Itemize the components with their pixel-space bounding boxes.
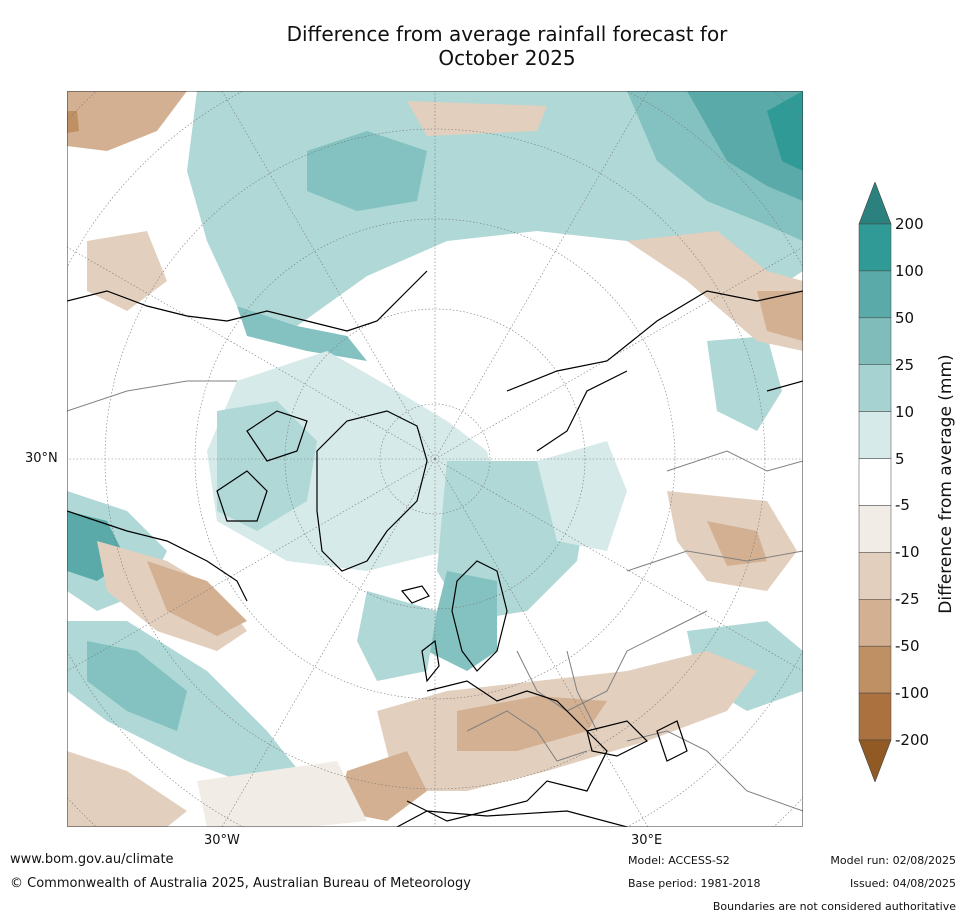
colorbar-tick-label: 50	[895, 308, 915, 327]
wet-region-siberia	[537, 441, 627, 551]
coast-greenland	[316, 410, 428, 572]
colorbar-bin	[858, 645, 892, 694]
wet-region-northeast-max	[767, 91, 803, 171]
wet-region-southwest-core	[87, 641, 187, 731]
colorbar-tick-label: -100	[895, 684, 930, 703]
colorbar	[858, 182, 892, 782]
coast-alaska	[226, 270, 428, 332]
colorbar-tick-label: -200	[895, 731, 930, 749]
wet-region-alaska	[237, 306, 367, 361]
colorbar-tick-label: 5	[895, 449, 905, 468]
graticule	[67, 91, 803, 827]
coastlines	[67, 270, 803, 827]
colorbar-bin	[858, 317, 892, 365]
colorbar-title: Difference from average (mm)	[936, 354, 956, 614]
dry-region-central-pacific	[147, 561, 247, 636]
title-line-1: Difference from average rainfall forecas…	[286, 22, 728, 46]
dry-region-southwest	[67, 751, 187, 827]
border-middle-east	[626, 730, 803, 812]
coast-canada-west	[67, 290, 228, 322]
colorbar-bin	[858, 552, 892, 600]
colorbar-bin	[858, 223, 892, 272]
map-frame	[67, 91, 803, 827]
wet-region-bering	[307, 131, 427, 211]
latitude-circle-80	[379, 403, 491, 515]
longitude-label-30w: 30°W	[204, 833, 240, 848]
latitude-circle-70	[284, 308, 586, 610]
border-north-america	[67, 380, 237, 412]
footer-copyright: © Commonwealth of Australia 2025, Austra…	[10, 876, 471, 891]
dry-region-south-center	[337, 751, 427, 821]
coast-caspian	[656, 720, 688, 762]
coast-pacific-north-america	[67, 510, 248, 602]
footer-disclaimer: Boundaries are not considered authoritat…	[712, 900, 956, 913]
colorbar-tick-label: 10	[895, 402, 915, 421]
coast-east-asia	[766, 380, 803, 392]
longitude-label-30e: 30°E	[631, 833, 663, 848]
dry-region-northwest-corner	[67, 91, 187, 151]
coast-hudson-bay	[216, 470, 268, 522]
footer-model: Model: ACCESS-S2	[628, 854, 730, 867]
colorbar-tick-label: -25	[895, 590, 920, 609]
border-central-europe	[466, 710, 588, 762]
colorbar-bin	[858, 599, 892, 647]
border-europe-russia	[516, 610, 708, 712]
country-borders	[67, 380, 803, 812]
wet-region-kamchatka	[707, 336, 782, 431]
coast-north-africa	[396, 810, 628, 827]
colorbar-bin	[858, 505, 892, 553]
meridian-120w	[67, 246, 436, 460]
dry-region-north	[407, 101, 547, 136]
dry-region-northwest-inner	[67, 111, 79, 133]
colorbar-tick-label: 25	[895, 355, 915, 374]
latitude-label-30n: 30°N	[25, 451, 58, 466]
border-china-mongolia	[666, 450, 803, 472]
footer-url[interactable]: www.bom.gov.au/climate	[10, 852, 174, 867]
meridian-30w	[221, 458, 436, 827]
colorbar-tick-label: 200	[895, 215, 924, 233]
coast-british-isles	[421, 639, 440, 683]
colorbar-extend-top	[858, 182, 892, 225]
wet-region-scandinavia	[427, 571, 497, 671]
latitude-circle-60	[194, 218, 676, 700]
meridian-150w	[221, 91, 436, 460]
meridian-60e	[434, 458, 803, 672]
footer-base-period: Base period: 1981-2018	[628, 877, 761, 890]
dry-region-south-atlantic	[197, 761, 367, 827]
meridian-120e	[434, 246, 803, 460]
coast-black-sea	[586, 720, 649, 757]
colorbar-tick-label: -50	[895, 637, 920, 656]
colorbar-tick-label: 100	[895, 261, 924, 280]
chart-title: Difference from average rainfall forecas…	[207, 22, 807, 70]
colorbar-extend-bottom	[858, 739, 892, 782]
dry-region-east-core	[757, 291, 803, 341]
dry-region-east	[627, 231, 803, 351]
footer-model-run: Model run: 02/08/2025	[830, 854, 956, 867]
colorbar-bin	[858, 458, 892, 506]
colorbar-tick-label: -5	[895, 496, 910, 515]
colorbar-bin	[858, 692, 892, 741]
wet-region-east-atlantic	[357, 591, 437, 681]
coast-scandinavia	[451, 560, 508, 672]
colorbar-bin	[858, 411, 892, 459]
rainfall-anomaly-map	[67, 91, 803, 827]
coast-iceland	[400, 585, 430, 604]
wet-region-canada	[217, 401, 317, 531]
colorbar-tick-label: -10	[895, 543, 920, 562]
footer-issued: Issued: 04/08/2025	[849, 877, 956, 890]
coast-siberia	[506, 290, 803, 392]
meridian-30e	[434, 458, 649, 827]
colorbar-bin	[858, 270, 892, 319]
border-russia-kazakhstan	[626, 550, 803, 572]
border-eastern-europe	[566, 650, 598, 732]
dry-region-central-asia-core	[707, 521, 767, 566]
meridian-60w	[67, 458, 436, 672]
colorbar-bin	[858, 364, 892, 412]
coast-siberia-north	[536, 370, 628, 452]
title-line-2: October 2025	[438, 46, 576, 70]
meridian-150e	[434, 91, 649, 460]
coast-europe	[406, 680, 608, 822]
coast-canadian-archipelago	[246, 410, 308, 462]
